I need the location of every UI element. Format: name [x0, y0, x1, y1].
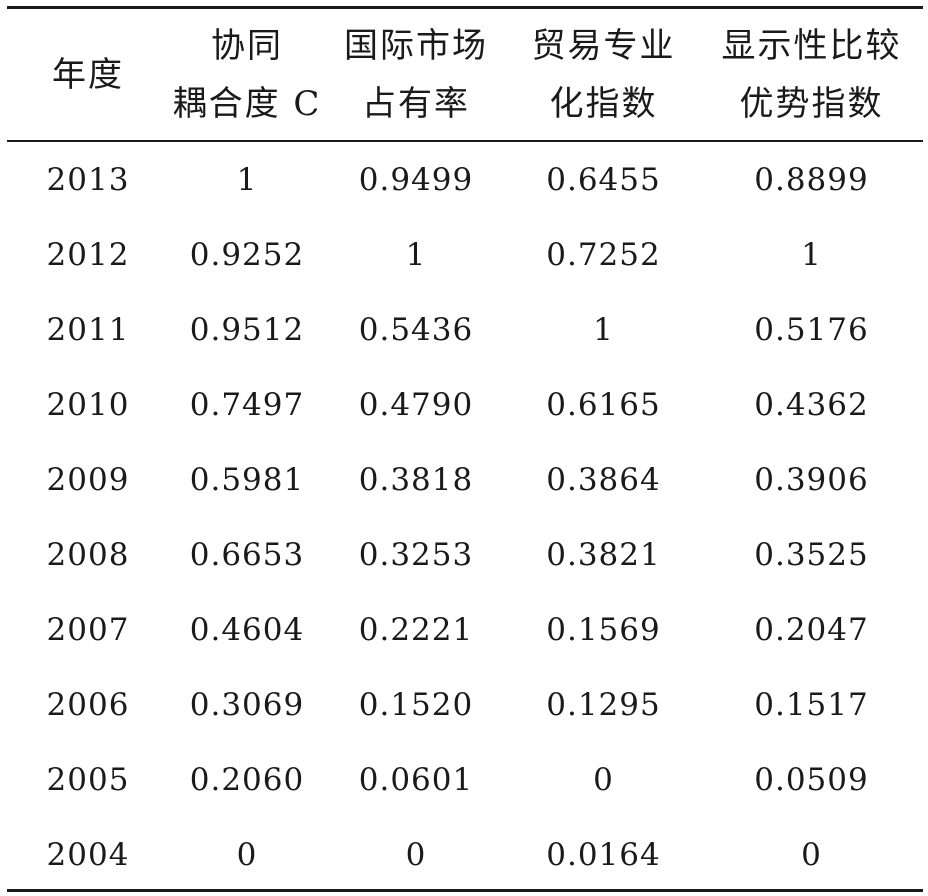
cell-rca: 0 [801, 836, 822, 873]
cell-rca: 0.3906 [754, 461, 869, 498]
cell-trade-spec: 0.7252 [546, 236, 661, 273]
cell-coupling: 1 [236, 161, 258, 198]
cell-coupling: 0.4604 [189, 611, 305, 648]
cell-trade-spec: 0.3864 [546, 461, 661, 498]
cell-market-share: 1 [405, 236, 427, 273]
table-header-rule [7, 140, 923, 142]
header-trade-spec-line1: 贸易专业 [531, 25, 676, 66]
cell-market-share: 0.4790 [358, 386, 474, 423]
cell-market-share: 0.2221 [358, 611, 474, 648]
cell-year: 2013 [46, 161, 130, 198]
table-row: 2008 0.6653 0.3253 0.3821 0.3525 [7, 517, 923, 592]
header-market-share-line2: 占有率 [362, 83, 470, 124]
cell-year: 2011 [46, 311, 130, 348]
table-row: 2013 1 0.9499 0.6455 0.8899 [7, 142, 923, 217]
header-trade-spec-line2: 化指数 [549, 83, 658, 124]
cell-coupling: 0 [236, 836, 258, 873]
cell-coupling: 0.9252 [189, 236, 305, 273]
cell-trade-spec: 0.1295 [546, 686, 661, 723]
cell-coupling: 0.7497 [189, 386, 305, 423]
cell-coupling: 0.2060 [189, 761, 305, 798]
cell-market-share: 0 [405, 836, 427, 873]
cell-rca: 0.1517 [754, 686, 869, 723]
cell-market-share: 0.3818 [358, 461, 474, 498]
cell-coupling: 0.5981 [189, 461, 305, 498]
cell-market-share: 0.3253 [358, 536, 474, 573]
header-year: 年度 [7, 9, 169, 140]
table-bottom-rule [7, 889, 923, 892]
table-row: 2009 0.5981 0.3818 0.3864 0.3906 [7, 442, 923, 517]
cell-year: 2010 [46, 386, 130, 423]
header-rca-line1: 显示性比较 [721, 25, 902, 66]
cell-trade-spec: 0.3821 [546, 536, 661, 573]
cell-trade-spec: 0.1569 [546, 611, 661, 648]
cell-rca: 0.4362 [754, 386, 869, 423]
cell-year: 2006 [46, 686, 130, 723]
cell-rca: 0.2047 [754, 611, 869, 648]
cell-market-share: 0.5436 [358, 311, 474, 348]
header-trade-specialization: 贸易专业 化指数 [507, 9, 700, 140]
header-year-label: 年度 [52, 54, 124, 95]
cell-market-share: 0.0601 [358, 761, 474, 798]
table-row: 2004 0 0 0.0164 0 [7, 817, 923, 892]
table-header-row: 年度 协同 耦合度 C 国际市场 占有率 贸易专业 化指数 显示性比较 优势指数 [7, 9, 923, 140]
cell-rca: 1 [801, 236, 822, 273]
cell-trade-spec: 0.6455 [546, 161, 661, 198]
cell-year: 2012 [46, 236, 130, 273]
table-row: 2006 0.3069 0.1520 0.1295 0.1517 [7, 667, 923, 742]
table-body: 2013 1 0.9499 0.6455 0.8899 2012 0.9252 … [7, 142, 923, 892]
cell-year: 2008 [46, 536, 130, 573]
cell-trade-spec: 0 [593, 761, 614, 798]
cell-trade-spec: 0.0164 [546, 836, 661, 873]
cell-rca: 0.5176 [754, 311, 869, 348]
cell-trade-spec: 1 [593, 311, 614, 348]
header-rca-index: 显示性比较 优势指数 [700, 9, 923, 140]
cell-market-share: 0.1520 [358, 686, 474, 723]
cell-rca: 0.0509 [754, 761, 869, 798]
header-market-share-line1: 国际市场 [344, 25, 488, 66]
header-rca-line2: 优势指数 [739, 83, 884, 124]
cell-year: 2005 [46, 761, 130, 798]
table-row: 2005 0.2060 0.0601 0 0.0509 [7, 742, 923, 817]
header-coupling-degree: 协同 耦合度 C [169, 9, 325, 140]
header-coupling-line1: 协同 [211, 25, 283, 66]
cell-market-share: 0.9499 [358, 161, 474, 198]
cell-coupling: 0.6653 [189, 536, 305, 573]
cell-year: 2007 [46, 611, 130, 648]
table-row: 2012 0.9252 1 0.7252 1 [7, 217, 923, 292]
cell-year: 2004 [46, 836, 130, 873]
table-row: 2011 0.9512 0.5436 1 0.5176 [7, 292, 923, 367]
table-row: 2007 0.4604 0.2221 0.1569 0.2047 [7, 592, 923, 667]
cell-rca: 0.8899 [754, 161, 869, 198]
cell-rca: 0.3525 [754, 536, 869, 573]
cell-coupling: 0.9512 [189, 311, 305, 348]
table-top-rule [7, 6, 923, 9]
header-coupling-line2: 耦合度 C [172, 83, 322, 124]
data-table: 年度 协同 耦合度 C 国际市场 占有率 贸易专业 化指数 显示性比较 优势指数… [7, 6, 923, 892]
header-market-share: 国际市场 占有率 [325, 9, 507, 140]
cell-coupling: 0.3069 [189, 686, 305, 723]
cell-year: 2009 [46, 461, 130, 498]
cell-trade-spec: 0.6165 [546, 386, 661, 423]
table-row: 2010 0.7497 0.4790 0.6165 0.4362 [7, 367, 923, 442]
